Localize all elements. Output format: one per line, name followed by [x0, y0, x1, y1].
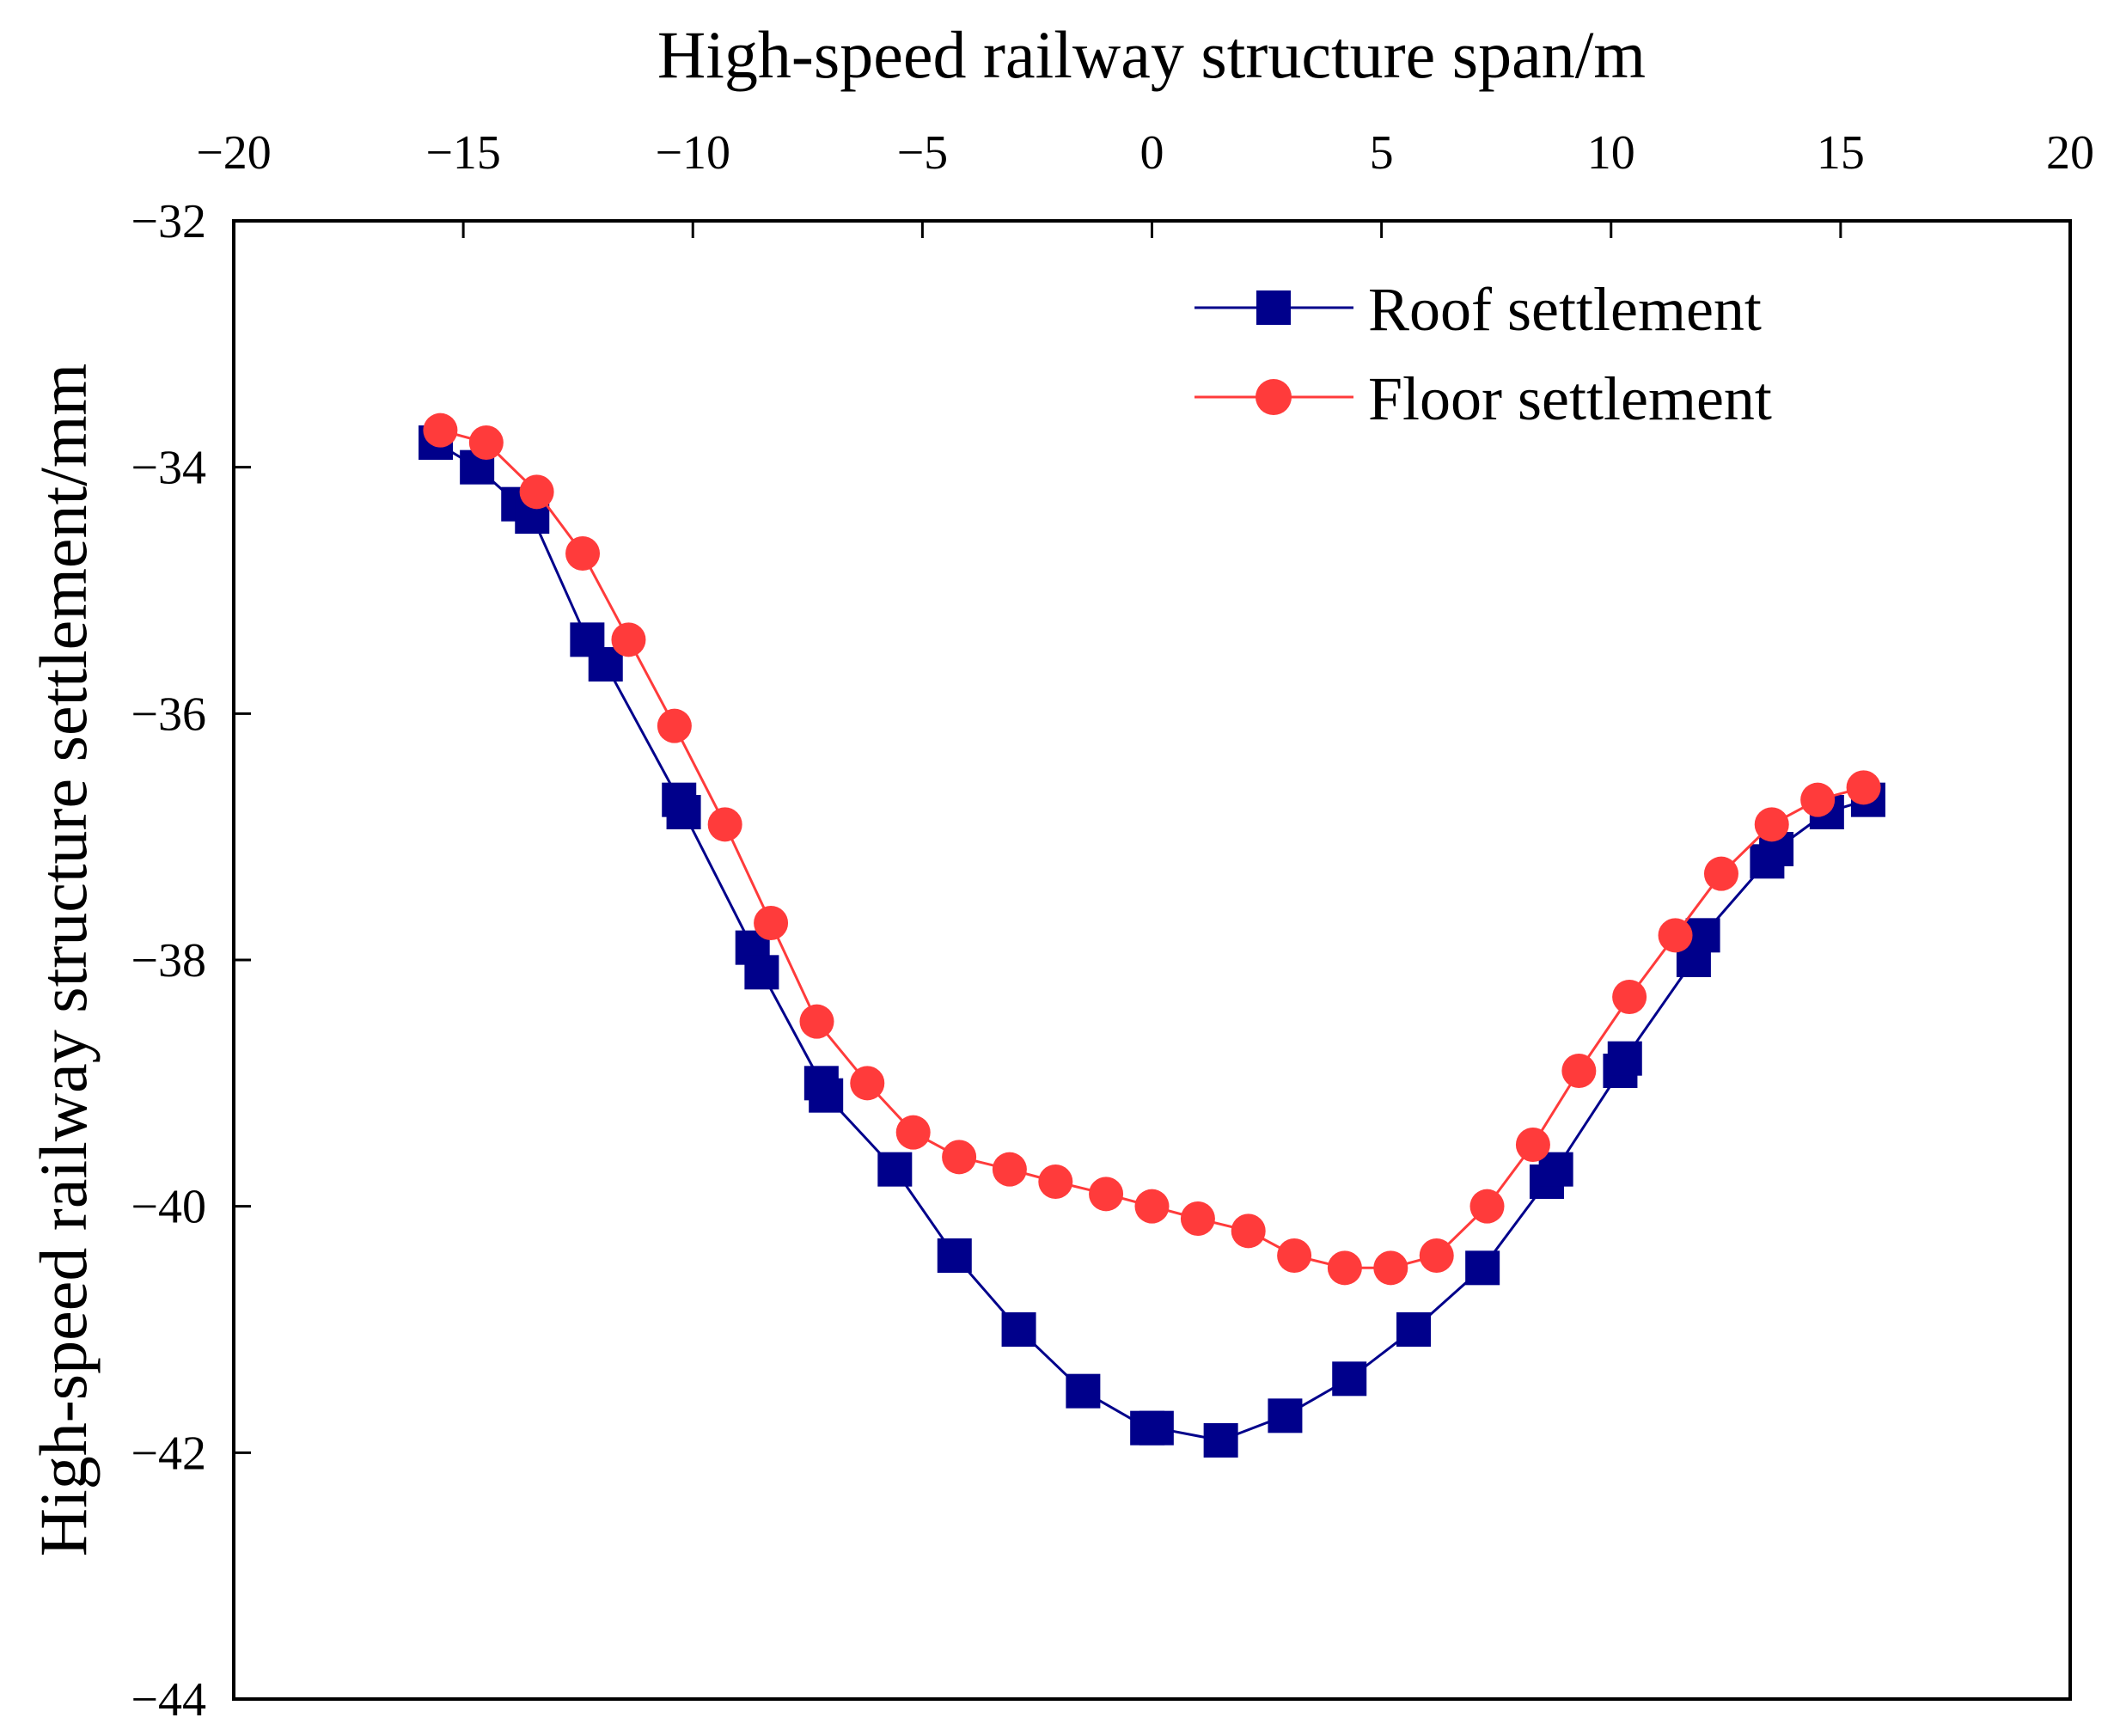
roof-point — [1268, 1398, 1303, 1433]
floor-point — [707, 807, 742, 842]
roof-point — [877, 1152, 913, 1187]
floor-point — [1134, 1189, 1170, 1224]
roof-point — [1139, 1410, 1174, 1446]
floor-point — [895, 1115, 931, 1150]
x-tick-label: −10 — [655, 126, 730, 180]
floor-point — [519, 474, 554, 510]
floor-point — [611, 622, 646, 657]
floor-point — [1612, 980, 1647, 1014]
floor-point — [1180, 1201, 1215, 1236]
roof-point — [1066, 1373, 1101, 1409]
floor-point — [1038, 1164, 1073, 1199]
floor-point — [565, 536, 601, 571]
roof-point — [744, 955, 779, 990]
floor-point — [1231, 1213, 1266, 1249]
floor-point — [754, 906, 789, 940]
x-tick-label: 20 — [2046, 126, 2094, 180]
series-layer — [419, 413, 1885, 1458]
floor-point — [992, 1152, 1027, 1187]
floor-point — [850, 1066, 885, 1101]
floor-point — [1846, 770, 1881, 805]
x-axis-ticks: −20 −15 −10 −5 0 5 10 15 20 — [196, 126, 2094, 238]
floor-point — [1515, 1128, 1550, 1162]
y-tick-label: −38 — [131, 934, 206, 987]
floor-point — [799, 1004, 834, 1039]
y-tick-label: −34 — [131, 442, 206, 495]
floor-point — [1469, 1189, 1505, 1224]
x-tick-label: −5 — [897, 126, 949, 180]
floor-point — [657, 708, 692, 743]
y-tick-label: −40 — [131, 1181, 206, 1234]
roof-point — [1001, 1312, 1036, 1347]
floor-point — [1561, 1054, 1597, 1088]
floor-point — [942, 1140, 977, 1175]
roof-point — [1538, 1152, 1573, 1187]
roof-point — [1465, 1250, 1500, 1286]
roof-point — [1332, 1361, 1367, 1397]
legend-roof-label: Roof settlement — [1368, 275, 1762, 344]
floor-point — [1658, 918, 1693, 953]
x-tick-label: −15 — [425, 126, 501, 180]
floor-point — [1327, 1250, 1362, 1286]
roof-point — [666, 795, 701, 829]
floor-point — [1800, 782, 1836, 817]
legend: Roof settlement Floor settlement — [1194, 275, 1772, 433]
y-tick-label: −36 — [131, 688, 206, 741]
floor-point — [1277, 1238, 1312, 1273]
floor-point — [468, 425, 504, 460]
series-floor — [423, 413, 1881, 1286]
floor-point — [1419, 1238, 1454, 1273]
x-tick-label: 15 — [1817, 126, 1865, 180]
roof-point — [1203, 1423, 1238, 1458]
y-tick-label: −44 — [131, 1673, 206, 1727]
x-tick-label: 5 — [1370, 126, 1394, 180]
floor-point — [1754, 807, 1789, 842]
x-tick-label: 0 — [1140, 126, 1164, 180]
roof-point — [809, 1078, 844, 1113]
y-tick-label: −32 — [131, 195, 206, 248]
floor-point — [1703, 856, 1738, 891]
legend-floor-label: Floor settlement — [1368, 364, 1772, 433]
floor-point — [423, 413, 458, 448]
x-tick-label: −20 — [196, 126, 272, 180]
x-axis-title: High-speed railway structure span/m — [657, 17, 1646, 92]
floor-point — [1089, 1177, 1124, 1212]
roof-point — [937, 1238, 972, 1273]
x-tick-label: 10 — [1587, 126, 1635, 180]
y-axis-ticks: −44 −42 −40 −38 −36 −34 −32 — [131, 195, 251, 1727]
roof-point — [1396, 1312, 1432, 1347]
floor-point — [1373, 1250, 1408, 1286]
roof-point — [1607, 1041, 1642, 1076]
y-tick-label: −42 — [131, 1427, 206, 1480]
y-axis-title: High-speed railway structure settlement/… — [26, 364, 101, 1556]
roof-point — [588, 647, 623, 682]
legend-roof-marker — [1256, 290, 1291, 325]
legend-floor-marker — [1256, 379, 1292, 415]
